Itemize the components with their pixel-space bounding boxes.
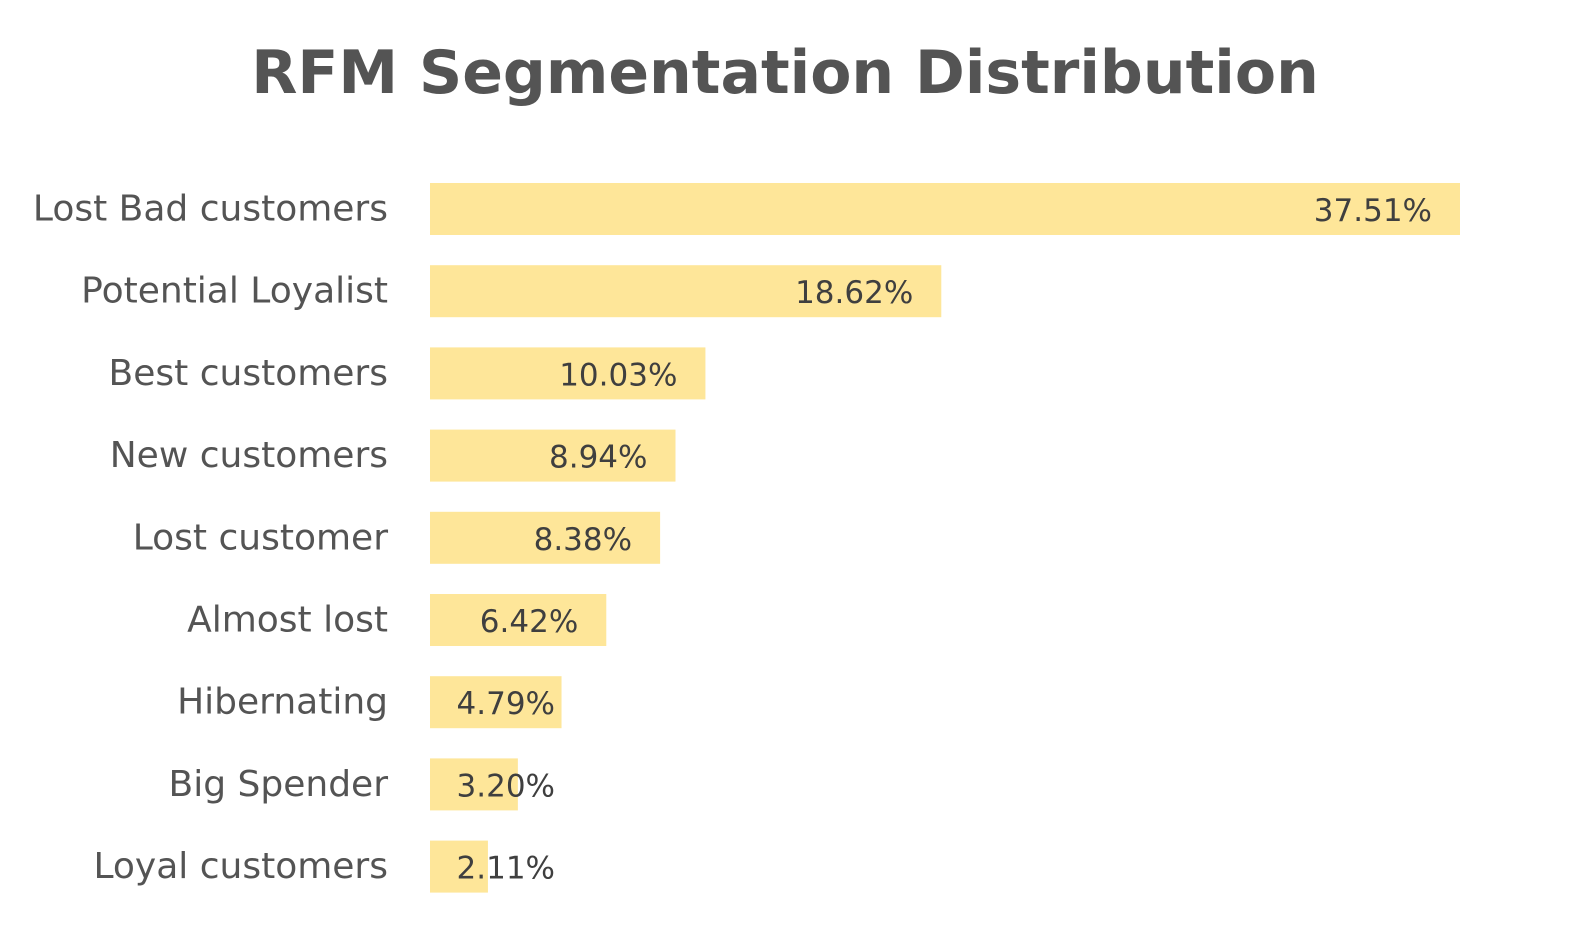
category-labels: Lost Bad customers Potential Loyalist Best… <box>33 189 388 888</box>
bar <box>430 265 942 318</box>
bar <box>430 840 488 893</box>
value-label: 37.51% <box>1314 193 1432 229</box>
bar <box>430 511 661 564</box>
chart-title: RFM Segmentation Distribution <box>251 38 1319 108</box>
category-label: Big Spender <box>169 764 389 805</box>
bar <box>430 429 676 482</box>
bar <box>430 758 518 811</box>
value-label: 4.79% <box>457 686 555 722</box>
category-label: Loyal customers <box>93 846 388 887</box>
value-label: 8.94% <box>549 440 647 476</box>
category-label: Potential Loyalist <box>81 271 388 312</box>
bar <box>430 347 706 400</box>
bar <box>430 183 1460 235</box>
value-label: 8.38% <box>534 522 632 558</box>
category-label: Best customers <box>109 353 388 394</box>
value-label: 18.62% <box>795 275 913 311</box>
bar <box>430 676 562 729</box>
value-label: 10.03% <box>559 357 677 393</box>
value-label: 6.42% <box>480 604 578 640</box>
value-label: 3.20% <box>457 768 555 804</box>
category-label: Hibernating <box>177 682 388 723</box>
category-label: Lost customer <box>133 517 388 558</box>
category-label: New customers <box>110 435 388 476</box>
bar <box>430 594 607 646</box>
bars-group <box>430 183 1460 893</box>
category-label: Almost lost <box>187 600 388 641</box>
category-label: Lost Bad customers <box>33 189 388 230</box>
value-label: 2.11% <box>457 851 555 887</box>
value-labels: 37.51% 18.62% 10.03% 8.94% 8.38% 6.42% 4.79% 3.… <box>457 193 1432 887</box>
